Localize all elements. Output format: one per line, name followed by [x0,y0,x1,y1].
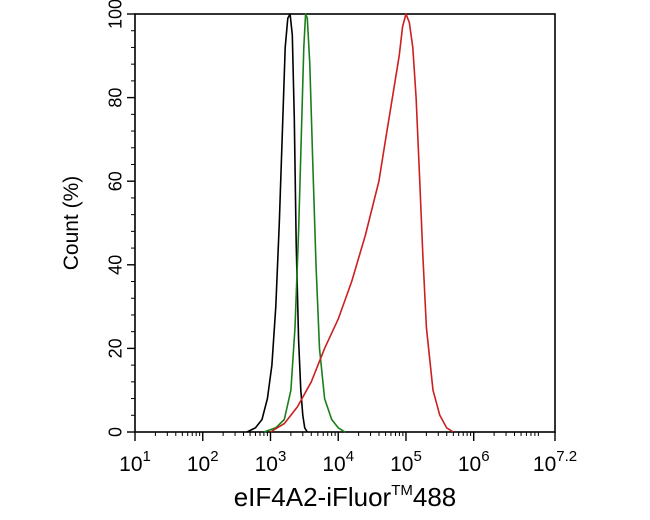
x-tick-base: 10 [119,453,142,476]
x-tick-exponent: 5 [413,448,421,465]
plot-frame [134,13,556,433]
x-axis: 101 102 103 104 105 106 107.2 [119,432,577,476]
x-tick-exponent: 1 [143,448,151,465]
y-axis: 0 20 40 60 80 100 [105,0,135,437]
x-tick-label: 105 [390,448,422,476]
y-tick-label: 100 [105,0,125,29]
x-axis-label-suffix: 488 [413,482,456,512]
histogram-series-2 [263,13,346,433]
x-tick-exponent: 2 [210,448,218,465]
series-layer [246,13,454,433]
x-tick-base: 10 [322,453,345,476]
x-tick-label: 102 [187,448,219,476]
x-tick-label: 104 [322,448,354,476]
y-axis-label: Count (%) [60,176,83,271]
x-tick-base: 10 [255,453,278,476]
histogram-series-3 [270,13,454,433]
y-tick-label: 40 [105,255,125,275]
y-tick-label: 80 [105,88,125,108]
y-tick-label: 0 [105,427,125,437]
x-axis-label: eIF4A2-iFluorTM488 [234,482,457,512]
x-tick-base: 10 [390,453,413,476]
x-tick-exponent: 6 [481,448,489,465]
x-axis-label-main: eIF4A2-iFluor [234,482,392,512]
y-tick-label: 20 [105,338,125,358]
histogram-series-1 [246,13,308,433]
y-tick-label: 60 [105,171,125,191]
x-tick-exponent: 7.2 [556,448,577,465]
x-tick-label: 107.2 [533,448,577,476]
x-tick-label: 101 [119,448,151,476]
x-axis-label-sup: TM [391,482,413,499]
x-tick-label: 106 [458,448,490,476]
x-tick-base: 10 [187,453,210,476]
x-tick-base: 10 [533,453,556,476]
x-tick-base: 10 [458,453,481,476]
x-tick-exponent: 4 [346,448,354,465]
x-tick-label: 103 [255,448,287,476]
x-tick-exponent: 3 [278,448,286,465]
